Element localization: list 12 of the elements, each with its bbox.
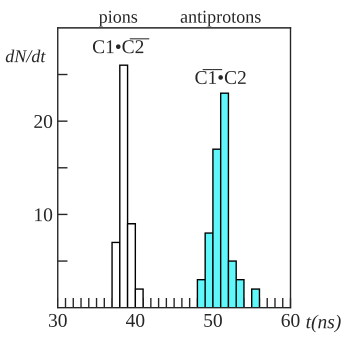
y-tick-label: 10 xyxy=(35,208,52,222)
annotation: C1•C̅2̅ xyxy=(92,38,150,54)
text: antiprotons xyxy=(180,10,261,26)
x-tick-label: 60 xyxy=(282,314,300,327)
x-axis-title: t(ns) xyxy=(306,314,341,332)
text: pions xyxy=(98,10,138,26)
x-tick-label: 30 xyxy=(48,314,67,327)
annotation: C̅1̅•C2 xyxy=(195,69,246,84)
x-tick-label: 50 xyxy=(204,314,222,327)
y-axis-title: dN/dt xyxy=(6,50,46,62)
x-tick-label: 40 xyxy=(126,314,144,327)
y-tick-label: 20 xyxy=(34,114,52,128)
